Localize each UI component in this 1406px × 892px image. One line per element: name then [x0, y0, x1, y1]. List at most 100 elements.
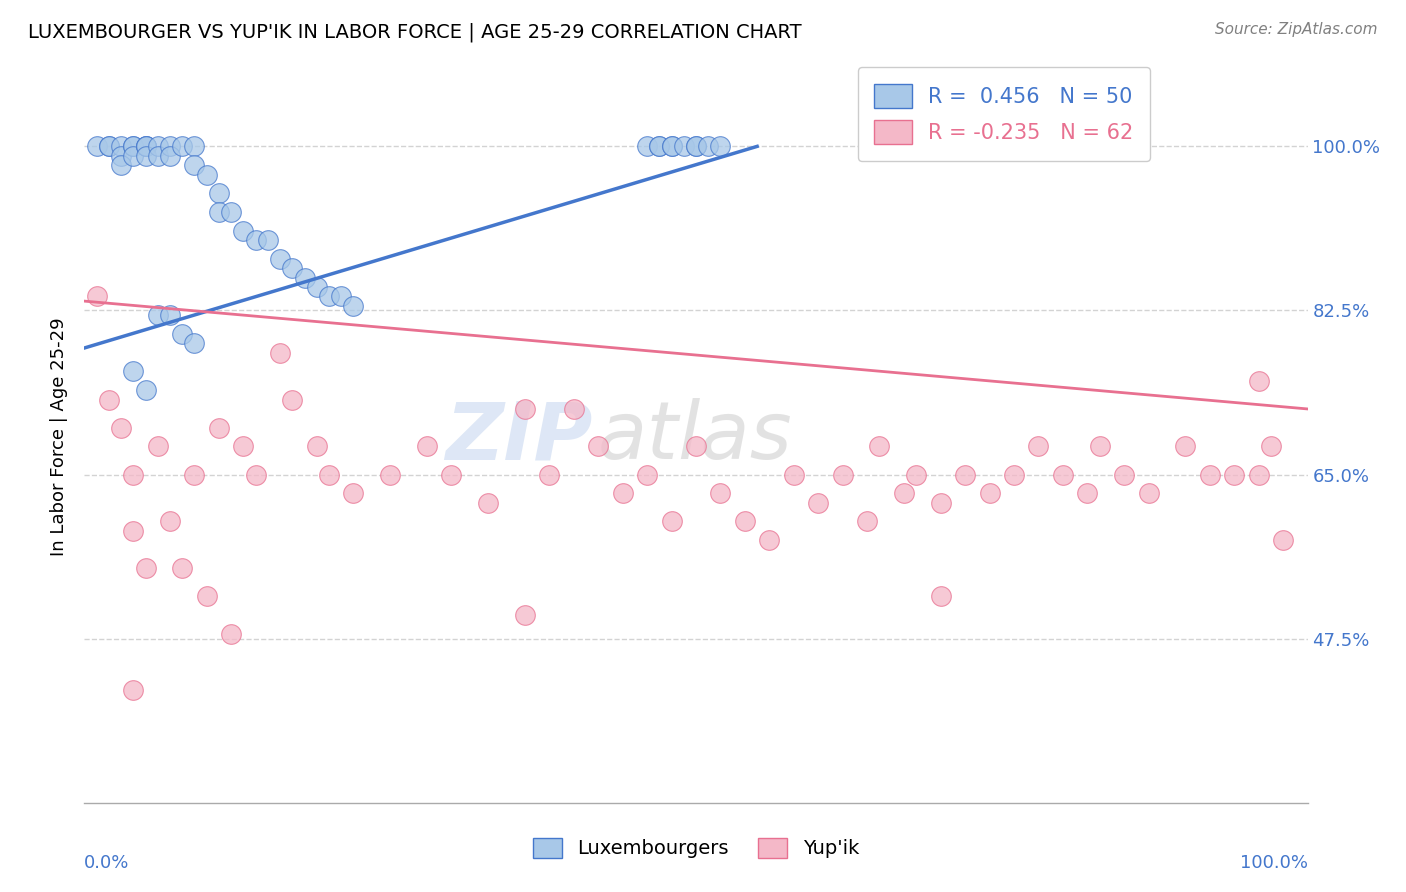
Point: [342, 299, 364, 313]
Point: [135, 139, 157, 153]
Point: [685, 440, 707, 454]
Point: [294, 270, 316, 285]
Point: [172, 561, 194, 575]
Point: [697, 139, 720, 153]
Point: [281, 392, 304, 407]
Point: [195, 168, 218, 182]
Point: [135, 383, 157, 397]
Point: [685, 139, 707, 153]
Point: [807, 496, 830, 510]
Point: [1174, 440, 1197, 454]
Point: [208, 186, 231, 201]
Point: [1002, 467, 1025, 482]
Point: [110, 158, 132, 172]
Point: [1052, 467, 1074, 482]
Point: [183, 336, 205, 351]
Point: [208, 205, 231, 219]
Point: [734, 515, 756, 529]
Point: [97, 139, 120, 153]
Point: [380, 467, 402, 482]
Point: [159, 139, 181, 153]
Point: [245, 233, 267, 247]
Point: [953, 467, 976, 482]
Point: [183, 158, 205, 172]
Point: [97, 139, 120, 153]
Text: 0.0%: 0.0%: [84, 854, 129, 872]
Point: [1076, 486, 1098, 500]
Point: [97, 392, 120, 407]
Point: [146, 308, 169, 322]
Point: [122, 139, 145, 153]
Y-axis label: In Labor Force | Age 25-29: In Labor Force | Age 25-29: [49, 318, 67, 557]
Point: [135, 149, 157, 163]
Point: [661, 515, 683, 529]
Point: [269, 252, 291, 266]
Point: [685, 139, 707, 153]
Point: [342, 486, 364, 500]
Point: [562, 401, 585, 416]
Point: [477, 496, 499, 510]
Point: [1137, 486, 1160, 500]
Point: [1247, 374, 1270, 388]
Point: [831, 467, 853, 482]
Point: [513, 401, 536, 416]
Point: [538, 467, 561, 482]
Point: [929, 496, 952, 510]
Point: [281, 261, 304, 276]
Point: [1114, 467, 1136, 482]
Point: [709, 486, 731, 500]
Point: [183, 139, 205, 153]
Point: [172, 139, 194, 153]
Point: [305, 440, 328, 454]
Point: [661, 139, 683, 153]
Point: [1272, 533, 1295, 548]
Point: [758, 533, 780, 548]
Point: [856, 515, 879, 529]
Point: [979, 486, 1001, 500]
Point: [269, 345, 291, 359]
Point: [135, 139, 157, 153]
Point: [146, 139, 169, 153]
Point: [318, 289, 340, 303]
Point: [146, 440, 169, 454]
Point: [110, 139, 132, 153]
Text: LUXEMBOURGER VS YUP'IK IN LABOR FORCE | AGE 25-29 CORRELATION CHART: LUXEMBOURGER VS YUP'IK IN LABOR FORCE | …: [28, 22, 801, 42]
Point: [232, 440, 254, 454]
Point: [1088, 440, 1111, 454]
Point: [416, 440, 439, 454]
Point: [612, 486, 634, 500]
Point: [110, 420, 132, 434]
Text: 100.0%: 100.0%: [1240, 854, 1308, 872]
Point: [513, 608, 536, 623]
Point: [146, 149, 169, 163]
Point: [929, 590, 952, 604]
Point: [636, 467, 658, 482]
Point: [86, 139, 108, 153]
Point: [440, 467, 463, 482]
Point: [648, 139, 671, 153]
Point: [172, 326, 194, 341]
Point: [1260, 440, 1282, 454]
Point: [869, 440, 891, 454]
Point: [86, 289, 108, 303]
Point: [122, 139, 145, 153]
Point: [195, 590, 218, 604]
Point: [648, 139, 671, 153]
Point: [257, 233, 280, 247]
Point: [135, 139, 157, 153]
Point: [208, 420, 231, 434]
Point: [1198, 467, 1220, 482]
Legend: Luxembourgers, Yup'ik: Luxembourgers, Yup'ik: [524, 830, 868, 866]
Point: [893, 486, 915, 500]
Point: [122, 149, 145, 163]
Point: [135, 561, 157, 575]
Point: [122, 364, 145, 378]
Text: ZIP: ZIP: [444, 398, 592, 476]
Point: [709, 139, 731, 153]
Point: [219, 627, 242, 641]
Point: [330, 289, 353, 303]
Point: [305, 280, 328, 294]
Point: [159, 515, 181, 529]
Point: [159, 308, 181, 322]
Point: [110, 149, 132, 163]
